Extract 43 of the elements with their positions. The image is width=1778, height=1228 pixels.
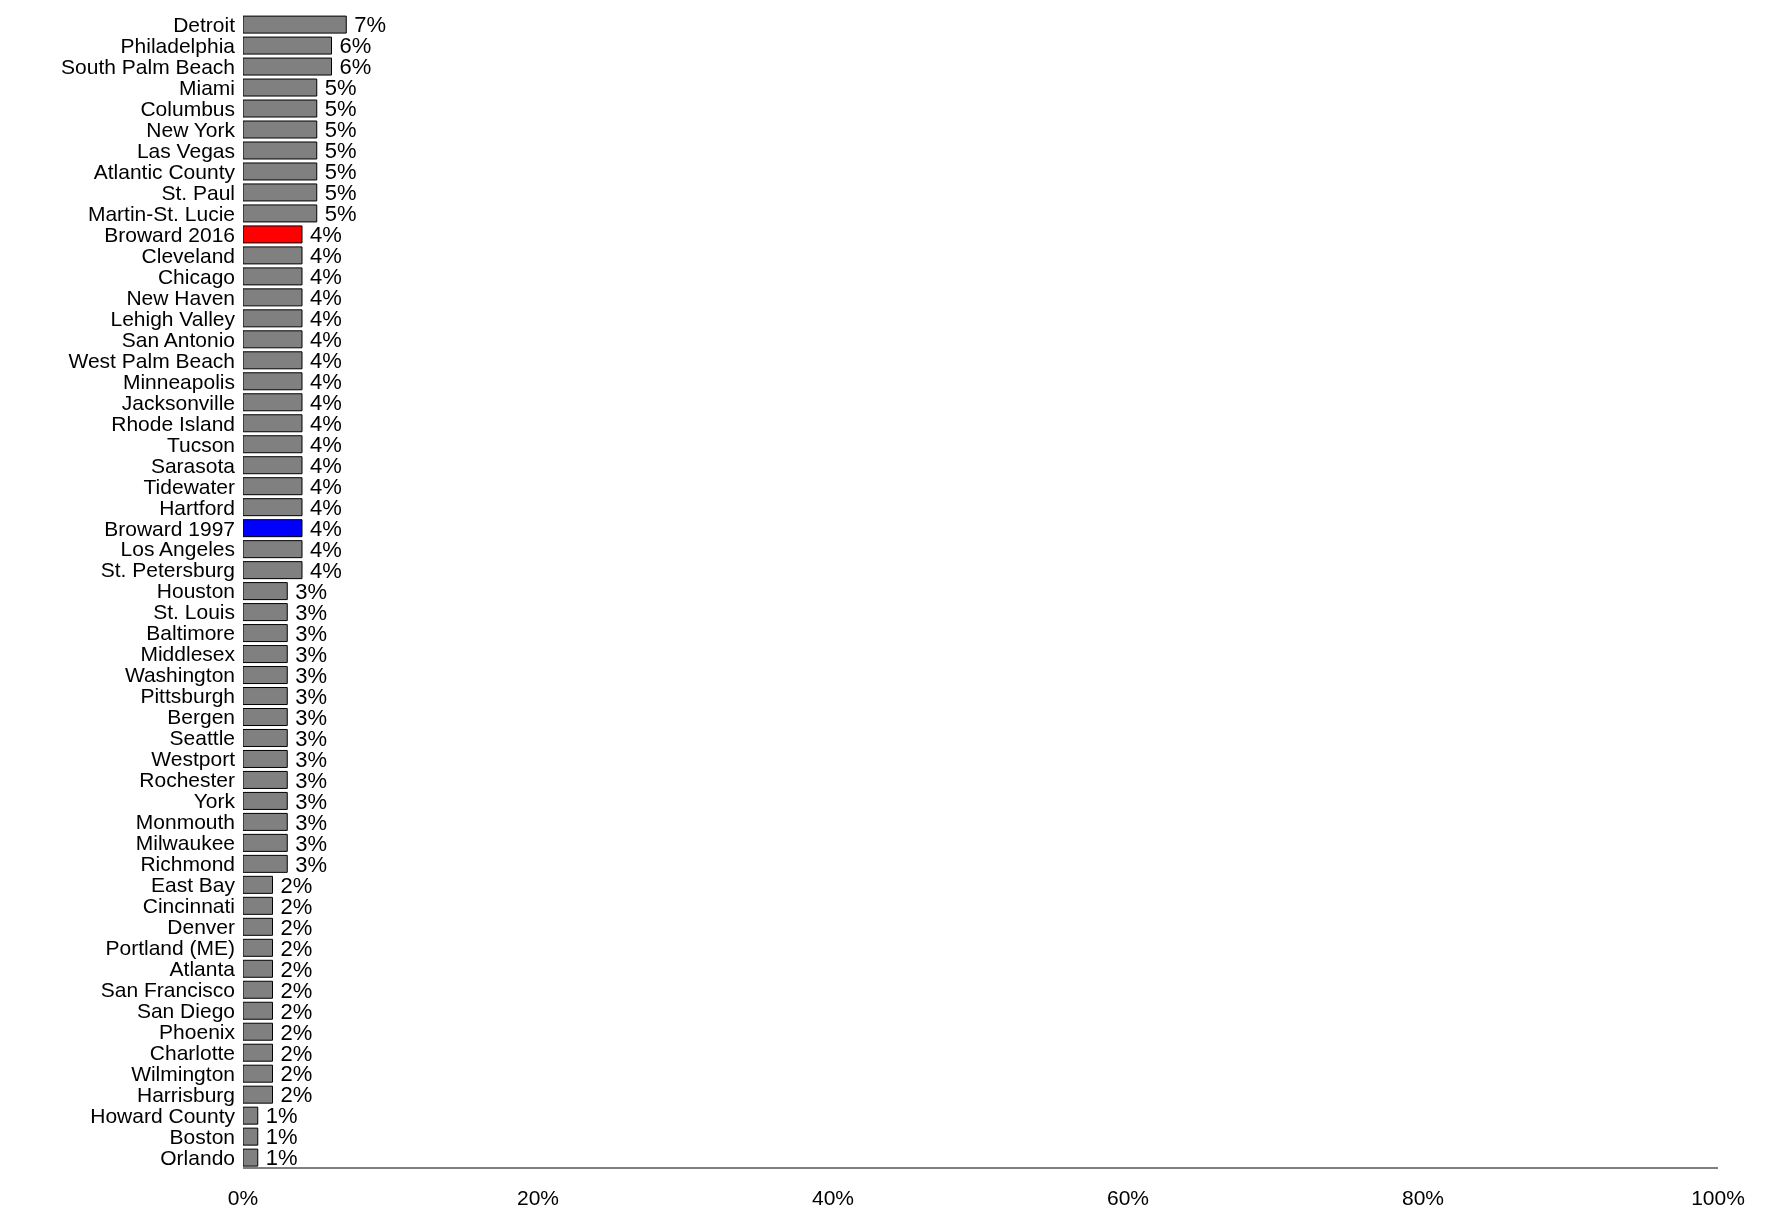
y-tick-label: Sarasota	[150, 453, 236, 477]
y-tick-label: Cleveland	[141, 243, 235, 267]
y-tick-label: Wilmington	[131, 1062, 235, 1086]
y-tick-label: St. Louis	[153, 600, 235, 624]
y-tick-label: Orlando	[160, 1145, 235, 1169]
x-tick-label: 40%	[811, 1185, 855, 1209]
y-tick-label: Martin-St. Lucie	[87, 201, 235, 225]
x-tick-label: 0%	[227, 1185, 259, 1209]
y-tick-label: Hartford	[159, 495, 235, 519]
y-tick-label: Charlotte	[149, 1041, 235, 1065]
y-tick-label: Miami	[179, 75, 235, 99]
y-tick-label: Tidewater	[143, 474, 235, 498]
y-tick-label: Lehigh Valley	[110, 306, 236, 330]
y-tick-label: York	[193, 789, 236, 813]
y-tick-label: Westport	[151, 747, 236, 771]
y-tick-label: Monmouth	[135, 810, 235, 834]
x-tick-label: 100%	[1691, 1185, 1745, 1209]
y-tick-label: Los Angeles	[120, 537, 235, 561]
y-tick-label: East Bay	[150, 873, 236, 897]
y-tick-label: Middlesex	[140, 642, 236, 666]
y-tick-label: Tucson	[166, 432, 235, 456]
y-tick-label: Portland (ME)	[105, 936, 235, 960]
x-tick-label: 60%	[1106, 1185, 1150, 1209]
y-tick-label: Las Vegas	[136, 138, 235, 162]
x-tick-label: 80%	[1401, 1185, 1445, 1209]
y-tick-label: New York	[146, 117, 236, 141]
y-tick-label: Columbus	[140, 96, 235, 120]
y-tick-label: Broward 1997	[104, 516, 235, 540]
y-tick-label: Chicago	[157, 264, 235, 288]
y-tick-label: Minneapolis	[122, 369, 235, 393]
y-tick-label: Detroit	[173, 12, 236, 36]
y-tick-label: West Palm Beach	[68, 348, 235, 372]
y-tick-label: Broward 2016	[104, 222, 235, 246]
y-tick-label: Washington	[124, 663, 235, 687]
y-tick-label: Philadelphia	[120, 33, 236, 57]
y-tick-label: Richmond	[140, 852, 235, 876]
y-tick-label: Baltimore	[146, 621, 235, 645]
y-tick-label: Rhode Island	[111, 411, 235, 435]
y-tick-label: Denver	[167, 915, 235, 939]
y-tick-label: San Francisco	[100, 978, 235, 1002]
y-tick-label: San Diego	[136, 999, 235, 1023]
x-tick-label: 20%	[516, 1185, 560, 1209]
y-tick-label: Milwaukee	[135, 831, 235, 855]
